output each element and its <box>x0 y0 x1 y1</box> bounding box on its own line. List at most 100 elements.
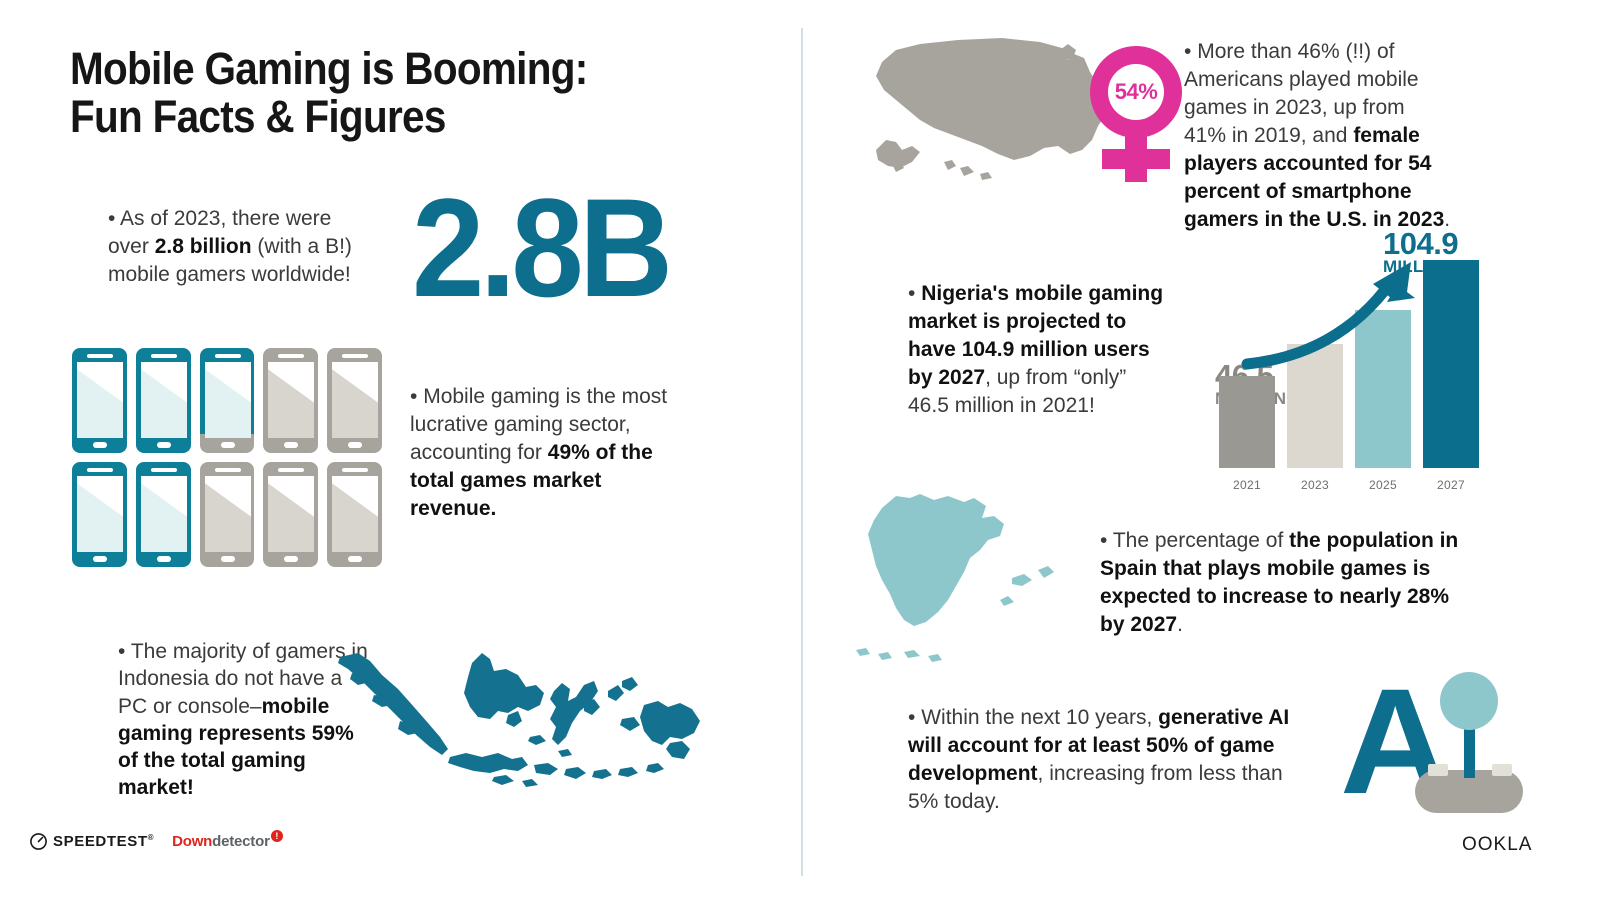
downdetector-logo: Downdetector! <box>172 830 283 850</box>
phone-icon-empty <box>327 462 382 567</box>
footer-brand-group: SPEEDTEST® Downdetector! <box>30 830 283 850</box>
downdetector-down: Down <box>172 833 213 850</box>
phone-speaker-icon <box>87 468 113 472</box>
female-share-value: 54% <box>1114 79 1158 104</box>
phone-home-button-icon <box>220 556 235 562</box>
fact-highlight-1: Nigeria's mobile gaming market is projec… <box>908 282 1164 389</box>
indonesia-map <box>322 645 722 795</box>
ookla-wordmark: OOKLA <box>1462 834 1533 855</box>
phone-screen <box>268 476 315 552</box>
phone-row-1 <box>72 348 382 453</box>
bullet-marker: • <box>410 385 418 408</box>
phone-screen <box>140 476 187 552</box>
phone-screen <box>332 362 379 438</box>
fact-highlight-1: 2.8 billion <box>154 234 252 258</box>
ai-joystick-icon: A <box>1340 660 1523 820</box>
bullet-marker: • <box>108 207 116 230</box>
venus-crossbar <box>1102 149 1170 169</box>
fact-text-part-2: . <box>1177 612 1183 636</box>
phone-speaker-icon <box>87 354 113 358</box>
phone-icon-empty <box>263 348 319 453</box>
fact-highlight-1: 49% of the total games market revenue. <box>410 440 653 520</box>
fact-spain: • The percentage of the population in Sp… <box>1100 527 1460 639</box>
phone-home-button-icon <box>348 556 363 562</box>
phone-home-button-icon <box>220 442 235 448</box>
phone-home-button-icon <box>93 556 107 562</box>
venus-badge-inner: 54% <box>1108 64 1164 120</box>
fact-nigeria: • Nigeria's mobile gaming market is proj… <box>908 280 1170 420</box>
phone-screen <box>204 476 251 552</box>
phone-row-2 <box>72 462 382 567</box>
phone-icon-filled <box>135 462 191 567</box>
chart-xtick-2021: 2021 <box>1233 478 1261 492</box>
fact-highlight-1: female players accounted for 54 percent … <box>1184 123 1445 231</box>
fact-text-part-1: Mobile gaming is the most lucrative gami… <box>410 385 668 464</box>
fact-gamers-worldwide: • As of 2023, there were over 2.8 billio… <box>108 205 378 289</box>
phone-screen <box>332 476 379 552</box>
phone-speaker-icon <box>214 354 241 358</box>
phone-home-button-icon <box>284 556 299 562</box>
phone-home-button-icon <box>93 442 107 448</box>
fact-text-part-2: . <box>1444 207 1451 231</box>
bullet-marker: • <box>908 282 916 305</box>
fact-americans: • More than 46% (!!) of Americans played… <box>1184 38 1452 233</box>
phone-speaker-icon <box>214 468 241 472</box>
vertical-divider <box>801 28 803 876</box>
fact-highlight-1: generative AI will account for at least … <box>908 706 1290 785</box>
phone-icon-filled <box>72 462 127 567</box>
phone-screen <box>140 362 187 438</box>
phone-home-button-icon <box>348 442 363 448</box>
page-title-line-2: Fun Facts & Figures <box>70 90 446 142</box>
phone-screen <box>268 362 315 438</box>
nigeria-bar-chart: 46.5 MILLION 104.9 MILLION 2021 2023 202… <box>1215 228 1500 496</box>
page-title-line-1: Mobile Gaming is Booming: <box>70 43 588 94</box>
fact-text-part-2: , increasing from less than 5% today. <box>908 761 1283 813</box>
speedometer-icon <box>30 833 47 850</box>
speedtest-logo: SPEEDTEST® <box>30 833 154 850</box>
chart-annotation-2027-value: 104.9 <box>1383 226 1459 261</box>
bullet-marker: • <box>908 706 916 729</box>
chart-xtick-2025: 2025 <box>1369 478 1397 492</box>
phone-icon-empty <box>199 462 255 567</box>
chart-plot-area <box>1215 260 1500 468</box>
page-title: Mobile Gaming is Booming: Fun Facts & Fi… <box>70 45 754 140</box>
phone-icon-filled <box>72 348 127 453</box>
phone-icon-filled <box>135 348 191 453</box>
joystick-button-left-icon <box>1428 764 1448 776</box>
phone-icon-partial <box>199 348 255 453</box>
bullet-marker: • <box>1184 40 1192 63</box>
fact-text-part-1: , up from “only” 46.5 million in 2021! <box>908 365 1127 417</box>
fact-text-part-1: The majority of gamers in Indonesia do n… <box>118 640 368 718</box>
fact-text-part-1: As of 2023, there were over <box>108 207 332 258</box>
chart-bar-2021 <box>1219 376 1275 468</box>
phone-icon-empty <box>263 462 319 567</box>
fact-text-part-1: The percentage of <box>1112 529 1290 552</box>
spain-map-svg <box>856 494 1054 662</box>
fact-lucrative-sector: • Mobile gaming is the most lucrative ga… <box>410 383 680 523</box>
phone-screen <box>77 476 123 552</box>
speedtest-wordmark: SPEEDTEST® <box>53 833 154 850</box>
joystick-ball <box>1440 672 1498 730</box>
fact-indonesia: • The majority of gamers in Indonesia do… <box>118 638 368 802</box>
fact-generative-ai: • Within the next 10 years, generative A… <box>908 704 1300 816</box>
big-stat-value: 2.8B <box>412 169 673 326</box>
joystick-stick <box>1464 722 1475 778</box>
spain-map <box>852 482 1082 672</box>
phone-speaker-icon <box>150 468 177 472</box>
bullet-marker: • <box>1100 529 1108 552</box>
phone-home-button-icon <box>156 442 171 448</box>
female-symbol-icon: 54% <box>1090 46 1186 182</box>
phone-home-button-icon <box>156 556 171 562</box>
phone-pictogram <box>72 348 382 576</box>
fact-highlight-1: the population in Spain that plays mobil… <box>1100 529 1459 636</box>
fact-highlight-1: mobile gaming represents 59% of the tota… <box>118 694 354 800</box>
phone-screen <box>77 362 123 438</box>
usa-map <box>862 28 1152 198</box>
downdetector-badge-icon: ! <box>270 830 283 842</box>
bullet-marker: • <box>118 640 126 663</box>
phone-screen <box>204 362 251 438</box>
chart-bar-2023 <box>1287 344 1343 468</box>
chart-bar-2025 <box>1355 310 1411 468</box>
joystick-button-right-icon <box>1492 764 1512 776</box>
